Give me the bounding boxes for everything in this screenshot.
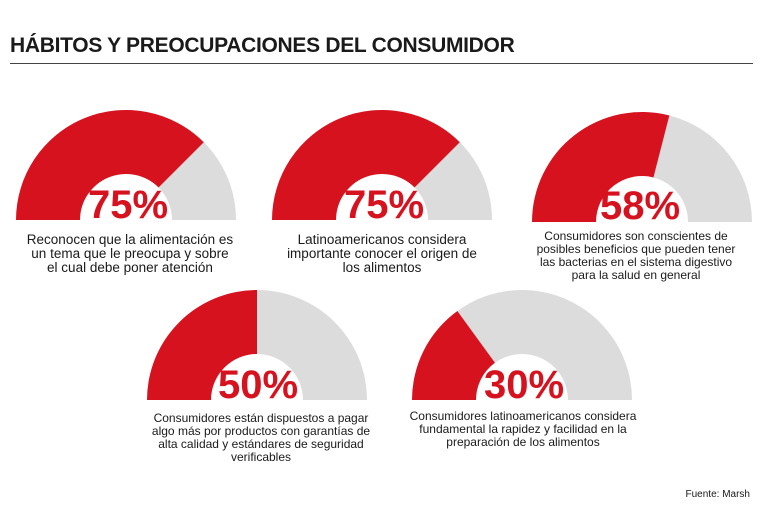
caption-line: fundamental la rapidez y facilidad en la (419, 422, 627, 436)
gauge-1: 75% (16, 109, 236, 227)
gauge-center (336, 174, 428, 220)
gauge-value-label: 75% (88, 183, 168, 227)
caption-line: Latinoamericanos considera (297, 232, 467, 247)
gauge-center (476, 354, 568, 400)
caption-line: Reconocen que la alimentación es (26, 232, 234, 247)
caption-line: preparación de los alimentos (446, 435, 600, 449)
source-note: Fuente: Marsh (685, 489, 750, 500)
gauge-value-arc (411, 311, 495, 400)
gauge-value-arc (272, 110, 460, 220)
gauge-caption-3: Consumidores son conscientes de posibles… (518, 230, 754, 282)
caption-line: Consumidores latinoamericanos considera (409, 409, 637, 423)
gauge-center (211, 354, 303, 400)
gauge-remainder-arc (653, 115, 752, 222)
gauge-caption-2: Latinoamericanos considera importante co… (262, 233, 502, 275)
gauge-remainder-arc (457, 290, 632, 400)
gauge-2: 75% (272, 110, 492, 227)
caption-line: importante conocer el origen de (287, 246, 477, 261)
gauge-value-arc (16, 109, 204, 220)
caption-line: las bacterias en el sistema digestivo (539, 255, 733, 269)
caption-line: el cual debe poner atención (47, 260, 213, 275)
gauge-value-label: 50% (218, 363, 298, 407)
gauge-center (80, 174, 172, 220)
caption-line: algo más por productos con garantías de (151, 424, 371, 438)
chart-title: HÁBITOS Y PREOCUPACIONES DEL CONSUMIDOR (10, 34, 515, 57)
gauge-caption-1: Reconocen que la alimentación es un tema… (10, 233, 250, 275)
title-divider (10, 63, 753, 64)
caption-line: un tema que le preocupa y sobre (31, 246, 229, 261)
caption-line: Consumidores son conscientes de (544, 229, 728, 243)
caption-line: los alimentos (342, 260, 422, 275)
gauge-remainder-arc (414, 142, 492, 220)
gauge-caption-5: Consumidores latinoamericanos considera … (405, 410, 641, 449)
gauge-5: 30% (411, 290, 632, 407)
caption-line: verificables (230, 450, 292, 464)
gauge-center (596, 176, 688, 222)
gauge-3: 58% (532, 111, 752, 228)
gauge-remainder-arc (257, 290, 367, 400)
gauge-value-label: 75% (344, 183, 424, 227)
caption-line: para la salud en general (571, 268, 701, 282)
gauge-value-label: 30% (484, 363, 564, 407)
gauge-value-label: 58% (600, 184, 680, 228)
gauge-remainder-arc (158, 142, 236, 220)
caption-line: posibles beneficios que pueden tener (536, 242, 736, 256)
gauge-caption-4: Consumidores están dispuestos a pagar al… (138, 412, 384, 464)
caption-line: Consumidores están dispuestos a pagar (153, 411, 369, 425)
caption-line: alta calidad y estándares de seguridad (158, 437, 364, 451)
gauge-4: 50% (147, 290, 367, 407)
gauge-value-arc (532, 111, 670, 222)
gauge-value-arc (147, 290, 257, 400)
